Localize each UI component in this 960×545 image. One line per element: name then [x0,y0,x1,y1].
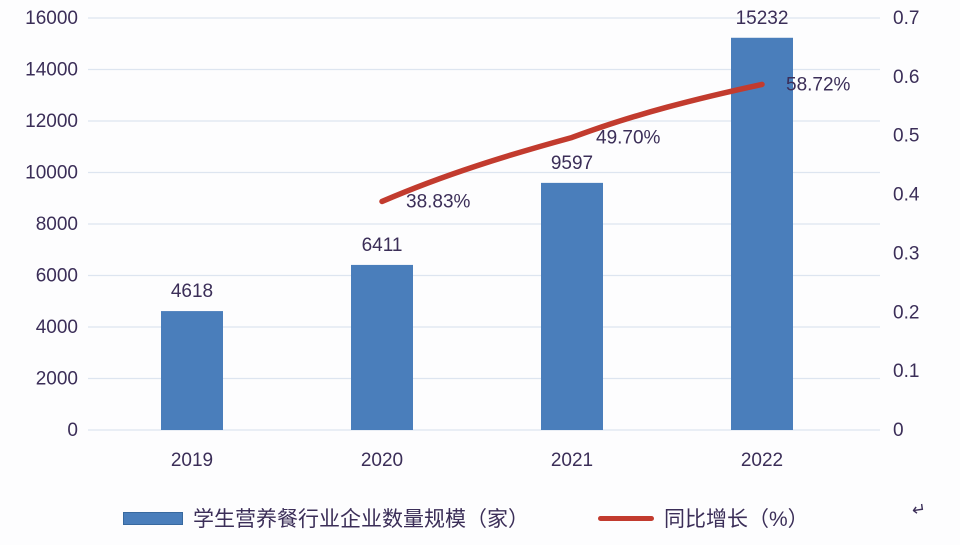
left-axis-tick: 4000 [36,317,78,338]
bar-value-label: 4618 [171,281,213,302]
left-axis-tick: 14000 [25,60,78,81]
legend-item-line-series: 同比增长（%） [598,503,809,533]
line-value-label: 58.72% [786,74,851,95]
line-value-label: 38.83% [406,191,471,212]
right-axis-tick: 0.6 [893,67,919,88]
right-axis-tick: 0.3 [893,243,919,264]
bar-2021 [541,182,603,430]
bar-2022 [731,37,793,430]
growth-line [379,81,765,205]
bar-2020 [351,264,413,430]
left-axis-tick: 6000 [36,266,78,287]
bar-series-swatch [123,511,183,525]
bar-2019 [161,311,223,430]
legend-item-bar-series: 学生营养餐行业企业数量规模（家） [123,503,529,533]
right-axis-tick: 0.2 [893,302,919,323]
chart-legend: 学生营养餐行业企业数量规模（家） 同比增长（%） [0,497,960,531]
bar-value-label: 6411 [362,235,403,256]
left-axis-tick: 16000 [25,8,78,29]
legend-label-line-series: 同比增长（%） [664,508,809,531]
x-axis-label: 2022 [741,450,783,471]
x-axis-label: 2020 [361,450,403,471]
bar-value-label: 9597 [551,153,593,174]
right-axis-tick: 0.1 [893,361,919,382]
right-axis-tick: 0.5 [893,126,919,147]
x-axis-label: 2019 [171,450,213,471]
legend-label-bar-series: 学生营养餐行业企业数量规模（家） [193,508,529,531]
left-axis-tick: 8000 [36,214,78,235]
line-value-label: 49.70% [596,127,661,148]
x-axis-label: 2021 [551,450,593,471]
right-axis-tick: 0.7 [893,8,919,29]
left-axis-tick: 10000 [25,163,78,184]
right-axis-tick: 0.4 [893,185,920,206]
left-axis-tick: 12000 [25,111,78,132]
left-axis-tick: 2000 [36,369,78,390]
bar-value-label: 15232 [736,8,789,29]
line-series-swatch [598,515,654,521]
right-axis-tick: 0 [893,420,904,441]
left-axis-tick: 0 [67,420,78,441]
paragraph-return-icon: ↵ [910,499,928,520]
